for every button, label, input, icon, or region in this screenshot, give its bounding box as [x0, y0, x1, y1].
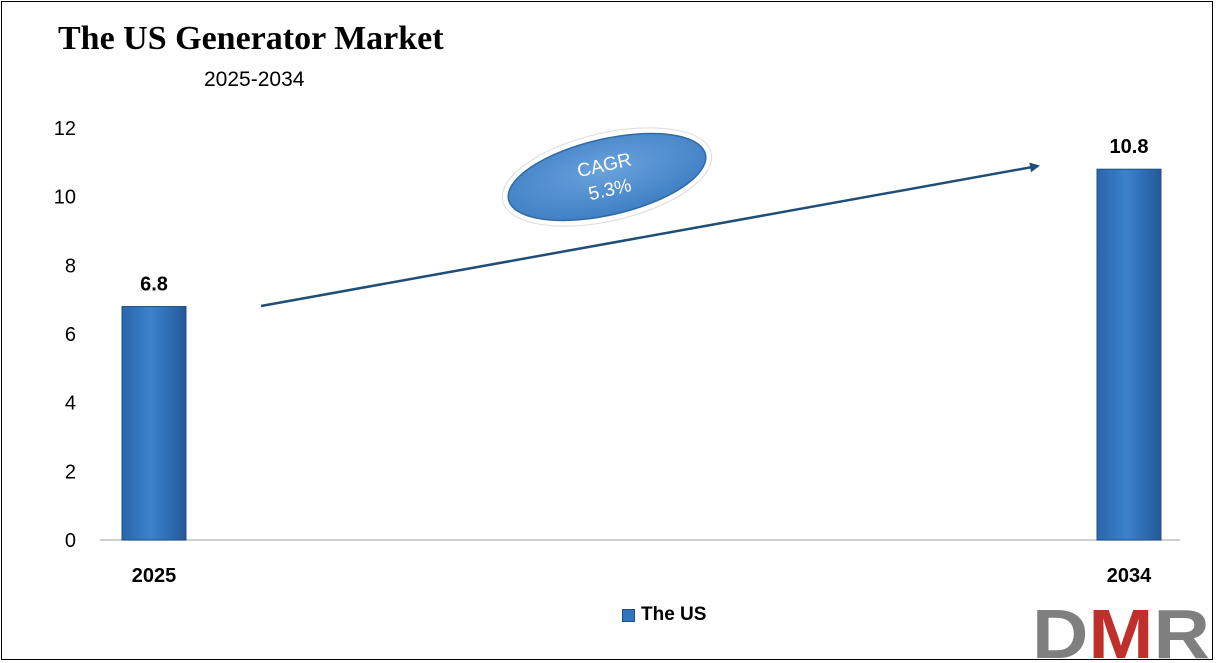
y-tick-label: 8: [65, 255, 76, 277]
x-tick-label: 2034: [1107, 565, 1152, 587]
y-tick-label: 6: [65, 324, 76, 346]
bar-data-label: 6.8: [140, 274, 168, 296]
y-tick-label: 2: [65, 461, 76, 483]
bar: [121, 306, 187, 541]
cagr-ellipse: CAGR 5.3%: [501, 127, 713, 227]
cagr-arrow: [260, 162, 1040, 308]
y-tick-label: 4: [65, 393, 76, 415]
bar-data-labels: 6.8 10.8: [140, 136, 1148, 295]
y-tick-label: 10: [54, 187, 76, 209]
chart-subtitle: 2025-2034: [204, 68, 305, 91]
bar: [1096, 168, 1162, 541]
chart-title: The US Generator Market: [58, 20, 444, 57]
legend-label: The US: [641, 604, 707, 625]
legend-swatch: [622, 608, 635, 622]
legend: The US: [622, 604, 706, 626]
y-axis-ticks: 0 2 4 6 8 10 12: [54, 118, 76, 552]
bar-data-label: 10.8: [1110, 136, 1149, 158]
y-tick-label: 0: [65, 530, 76, 552]
svg-text:DMR: DMR: [1032, 598, 1210, 660]
bars: [121, 168, 1162, 541]
x-axis-labels: 2025 2034: [132, 565, 1152, 587]
y-tick-label: 12: [54, 118, 76, 140]
dmr-logo: DMR: [1032, 598, 1210, 660]
x-tick-label: 2025: [132, 565, 177, 587]
